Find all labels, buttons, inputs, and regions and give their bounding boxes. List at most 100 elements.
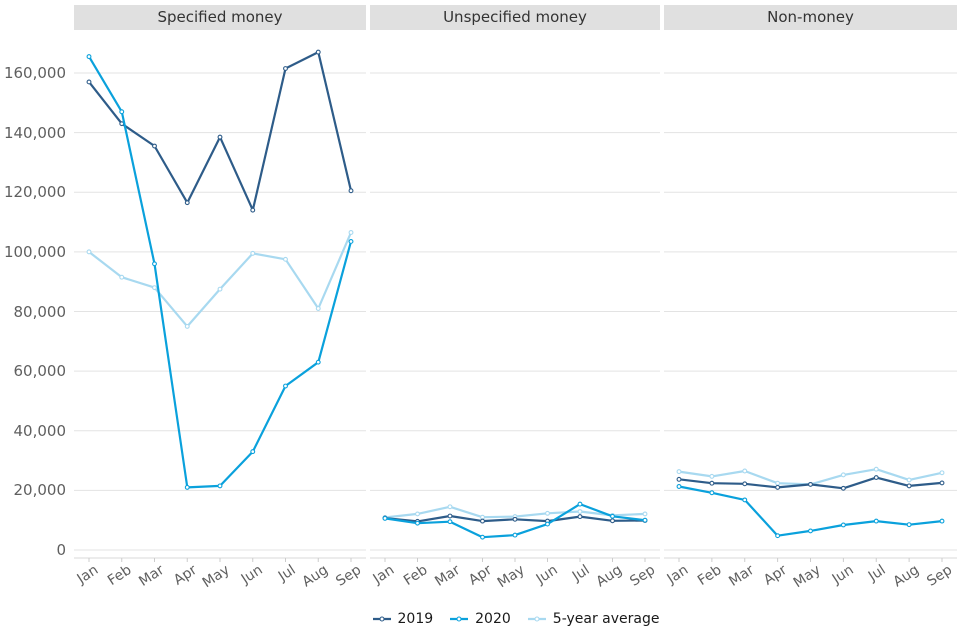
y-axis-tick-label: 40,000 xyxy=(13,421,67,440)
data-point-marker xyxy=(906,477,912,483)
data-point-marker xyxy=(642,518,648,523)
series-line-2020 xyxy=(88,56,353,489)
x-axis-month-label: May xyxy=(790,562,824,592)
y-axis-tick-label: 80,000 xyxy=(13,302,67,321)
x-axis-month-label: Mar xyxy=(431,562,463,590)
data-point-marker xyxy=(250,250,256,256)
data-point-marker xyxy=(480,514,485,520)
data-point-marker xyxy=(415,520,420,526)
x-axis-month-label: May xyxy=(494,562,528,592)
x-axis-month-label: Sep xyxy=(923,562,955,590)
facet-header: Non-money xyxy=(664,5,957,30)
data-point-marker xyxy=(742,497,748,503)
x-axis-month-label: Jun xyxy=(533,562,561,588)
data-point-marker xyxy=(775,480,781,486)
facet-plot-area xyxy=(74,49,366,562)
data-point-marker xyxy=(808,481,813,487)
data-point-marker xyxy=(217,483,223,489)
data-point-marker xyxy=(840,472,846,478)
data-point-marker xyxy=(315,306,321,311)
data-point-marker xyxy=(545,518,550,524)
data-point-marker xyxy=(315,49,321,55)
data-point-marker xyxy=(152,143,157,149)
x-axis-month-label: Feb xyxy=(104,562,135,589)
data-point-marker xyxy=(545,521,550,527)
data-point-marker xyxy=(939,470,945,476)
data-point-marker xyxy=(676,484,682,489)
data-point-marker xyxy=(152,285,157,291)
legend-item-2020: 2020 xyxy=(449,611,511,627)
data-point-marker xyxy=(939,518,945,524)
data-point-marker xyxy=(382,515,388,520)
x-axis-month-label: Feb xyxy=(695,562,725,589)
y-axis-tick-label: 100,000 xyxy=(3,242,66,261)
legend-label: 2020 xyxy=(475,611,511,627)
data-point-marker xyxy=(873,475,879,481)
x-axis-month-label: Aug xyxy=(890,562,922,591)
legend-label: 5-year average xyxy=(552,611,660,627)
data-point-marker xyxy=(906,522,912,528)
facet-plot-area xyxy=(664,72,957,562)
data-point-marker xyxy=(709,480,715,486)
facet-plot-area xyxy=(370,72,660,562)
data-point-marker xyxy=(610,518,615,524)
data-point-marker xyxy=(676,469,682,475)
data-point-marker xyxy=(742,468,748,474)
x-axis-month-label: May xyxy=(199,562,233,592)
x-axis-month-label: Jun xyxy=(238,562,266,588)
data-point-marker xyxy=(447,519,453,525)
data-point-marker xyxy=(808,481,813,487)
data-point-marker xyxy=(250,207,256,213)
data-point-marker xyxy=(512,516,518,522)
data-point-marker xyxy=(840,485,846,491)
x-axis-month-label: Aug xyxy=(299,562,331,591)
data-point-marker xyxy=(775,533,781,539)
data-point-marker xyxy=(577,501,583,507)
data-point-marker xyxy=(86,79,92,85)
x-axis-month-label: Jan xyxy=(370,562,398,588)
data-point-marker xyxy=(840,522,846,528)
data-point-marker xyxy=(184,323,190,329)
data-point-marker xyxy=(512,514,518,520)
data-point-marker xyxy=(906,483,912,489)
data-point-marker xyxy=(119,274,125,280)
data-point-marker xyxy=(577,514,583,520)
series-line-2019 xyxy=(678,476,943,490)
data-point-marker xyxy=(250,449,256,455)
x-axis-month-label: Jul xyxy=(569,562,593,585)
data-point-marker xyxy=(86,54,92,60)
data-point-marker xyxy=(283,66,288,71)
data-point-marker xyxy=(119,121,125,127)
legend-item-2019: 2019 xyxy=(372,611,433,627)
x-axis-month-label: Jul xyxy=(275,562,299,585)
x-axis-month-label: Mar xyxy=(726,562,758,590)
facet-panel: Specified money Jan Feb Mar Apr May Jun Jul Aug S… xyxy=(74,0,366,640)
series-line-5-year-average xyxy=(88,232,353,328)
data-point-marker xyxy=(447,504,453,510)
x-axis-month-label: Aug xyxy=(593,562,626,591)
data-point-marker xyxy=(382,515,388,521)
data-point-marker xyxy=(480,518,485,524)
x-axis-month-label: Jan xyxy=(664,562,692,588)
chart-legend: 2019 2020 5-year average xyxy=(74,604,957,634)
y-axis-tick-label: 140,000 xyxy=(3,123,66,142)
facet-panel: Non-money Jan Feb Mar Apr May Jun Jul Aug Sep xyxy=(664,0,957,640)
data-point-marker xyxy=(415,518,420,524)
x-axis-month-label: Apr xyxy=(466,562,496,589)
data-point-marker xyxy=(382,515,388,521)
data-point-marker xyxy=(742,481,748,487)
x-axis-month-label: Apr xyxy=(170,562,200,589)
data-point-marker xyxy=(217,286,223,292)
series-line-5-year-average xyxy=(384,505,646,519)
data-point-marker xyxy=(447,513,453,519)
x-axis-month-label: Feb xyxy=(400,562,431,589)
data-point-marker xyxy=(808,528,813,534)
x-axis-month-label: Jan xyxy=(74,562,102,588)
data-point-marker xyxy=(873,518,879,524)
x-axis-month-label: Jun xyxy=(829,562,857,588)
x-axis-month-label: Sep xyxy=(626,562,658,590)
data-point-marker xyxy=(676,476,682,482)
data-point-marker xyxy=(348,238,354,244)
data-point-marker xyxy=(642,511,648,517)
series-line-2019 xyxy=(384,514,646,523)
